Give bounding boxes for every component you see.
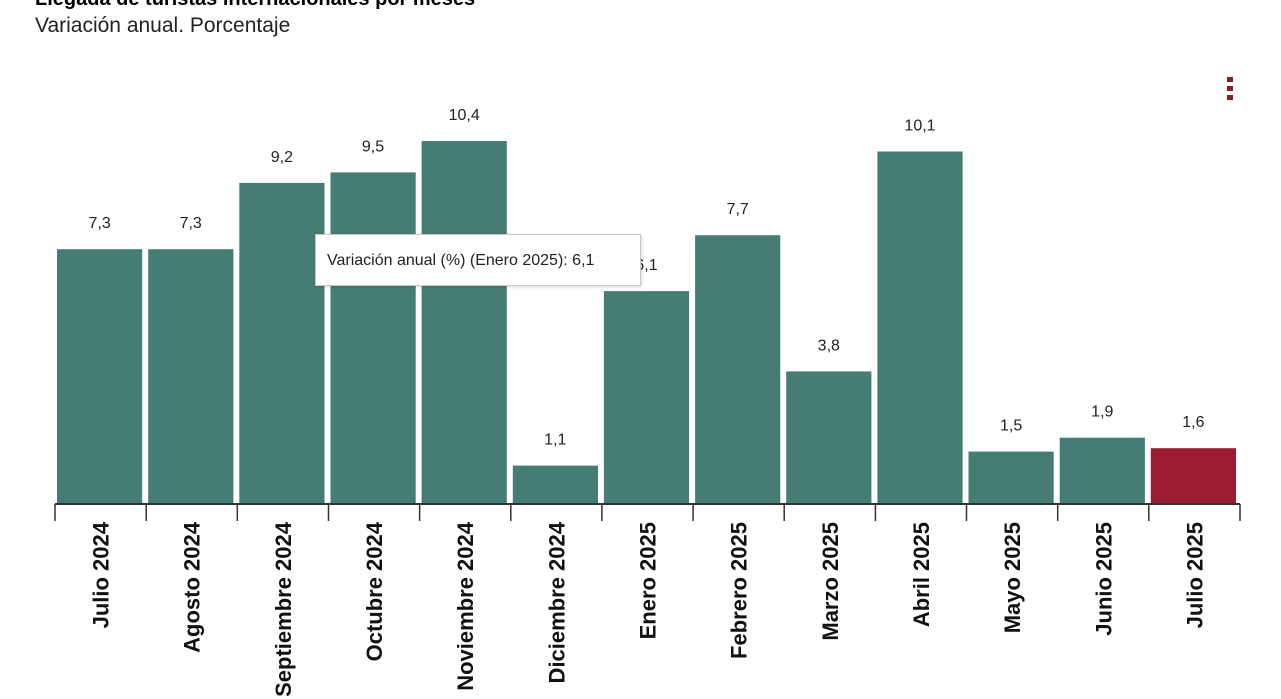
bar[interactable] — [1059, 437, 1145, 504]
x-axis-tick-label: Septiembre 2024 — [271, 521, 296, 697]
bars-group — [57, 141, 1236, 504]
bar-value-label: 1,9 — [1091, 404, 1113, 421]
bar-value-label: 3,8 — [818, 337, 840, 354]
bar[interactable] — [968, 451, 1054, 504]
bar[interactable] — [330, 172, 416, 504]
bar-value-label: 10,1 — [904, 118, 935, 135]
category-labels-group: Julio 2024 Agosto 2024 Septiembre 2024 Octu… — [89, 521, 1208, 697]
x-axis-tick-label: Diciembre 2024 — [544, 521, 569, 683]
chart-subtitle: Variación anual. Porcentaje — [35, 14, 291, 37]
bar[interactable] — [695, 235, 781, 504]
bar[interactable] — [603, 291, 690, 504]
bar[interactable] — [1150, 448, 1236, 504]
x-axis-tick-label: Julio 2025 — [1182, 522, 1207, 628]
x-axis-tick-label: Octubre 2024 — [362, 521, 387, 661]
bar-value-label: 7,7 — [727, 201, 749, 218]
bar-tooltip: Variación anual (%) (Enero 2025): 6,1 — [315, 234, 641, 286]
bar-value-label: 7,3 — [180, 215, 202, 232]
bar-value-label: 1,1 — [544, 432, 566, 449]
x-axis-tick-label: Julio 2024 — [89, 521, 114, 628]
bar-value-label: 1,5 — [1000, 418, 1022, 435]
x-axis-tick-label: Agosto 2024 — [180, 521, 205, 653]
x-axis-tick-label: Junio 2025 — [1091, 522, 1116, 636]
bar-value-label: 9,5 — [362, 138, 384, 155]
x-axis-tick-label: Mayo 2025 — [1000, 522, 1025, 633]
bar[interactable] — [421, 141, 507, 504]
x-axis-tick-label: Noviembre 2024 — [453, 521, 478, 691]
bar[interactable] — [148, 249, 234, 504]
vertical-dots-icon[interactable] — [1224, 77, 1236, 103]
x-axis-tick-label: Febrero 2025 — [727, 522, 752, 659]
x-axis — [54, 503, 1241, 521]
bar[interactable] — [239, 182, 325, 504]
bar[interactable] — [512, 465, 598, 504]
bar-value-label: 9,2 — [271, 149, 293, 166]
chart-title: Llegada de turistas internacionales por … — [35, 0, 475, 11]
bar[interactable] — [877, 151, 963, 505]
x-axis-tick-label: Enero 2025 — [636, 522, 661, 639]
x-axis-tick-label: Marzo 2025 — [818, 522, 843, 641]
x-axis-tick-label: Abril 2025 — [909, 522, 934, 627]
bar[interactable] — [57, 249, 143, 504]
bar-value-label: 10,4 — [449, 107, 480, 124]
bar[interactable] — [786, 371, 872, 504]
bar-value-label: 1,6 — [1182, 414, 1204, 431]
bar-value-label: 7,3 — [88, 215, 110, 232]
